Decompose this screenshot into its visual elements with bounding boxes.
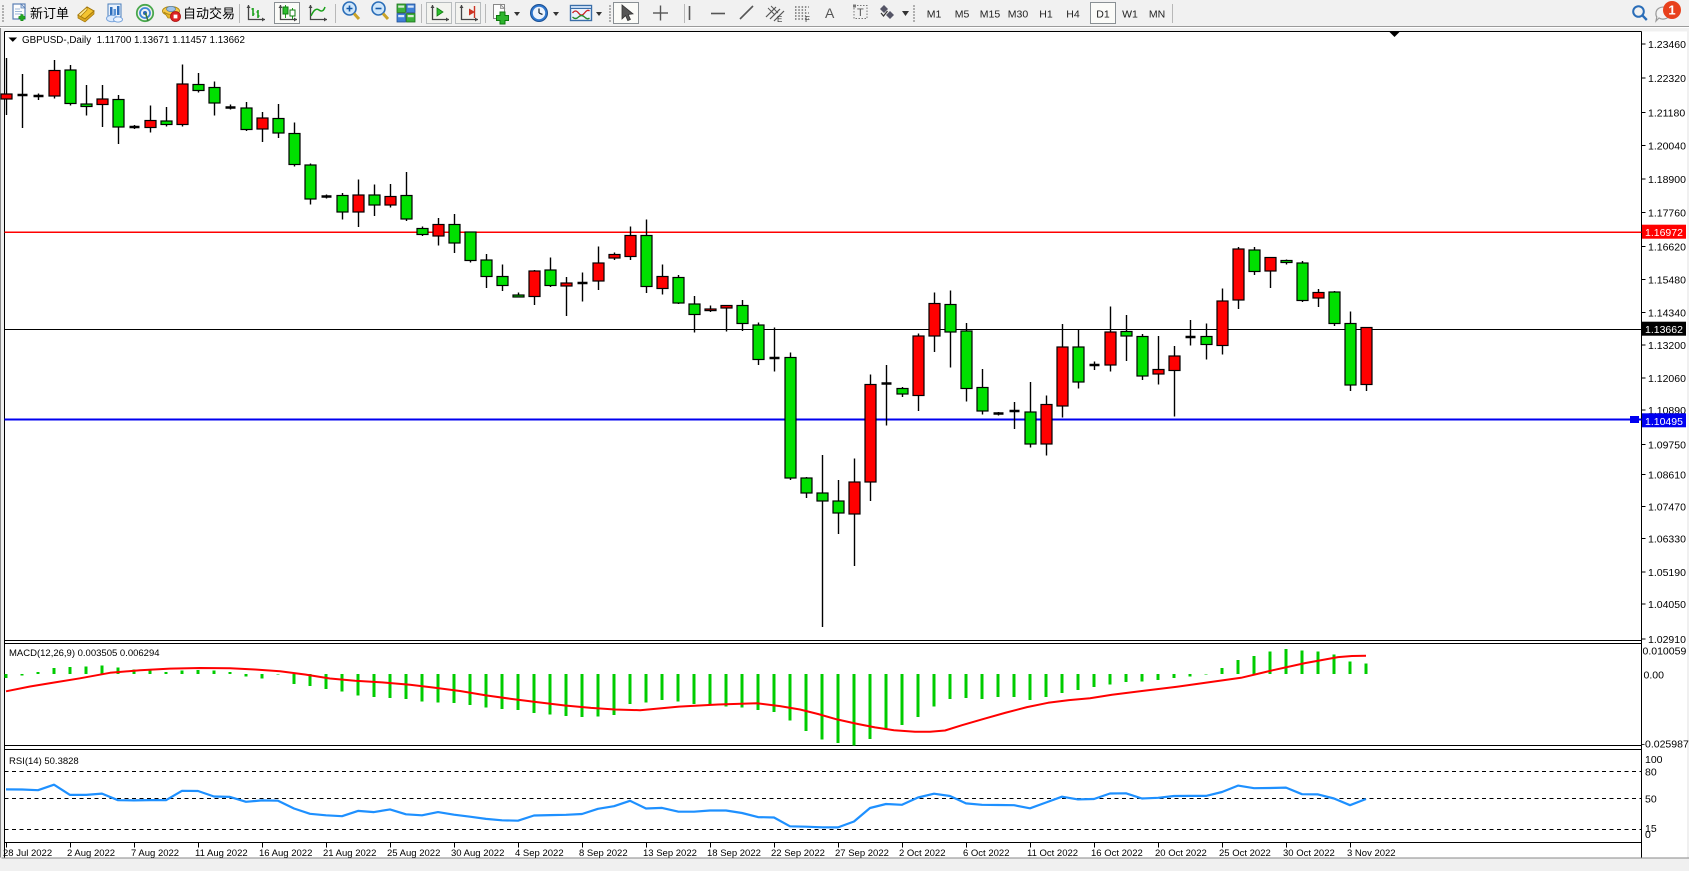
- svg-text:T: T: [857, 7, 864, 19]
- svg-text:新订单: 新订单: [30, 6, 69, 21]
- svg-text:自动交易: 自动交易: [183, 6, 235, 21]
- svg-text:22 Sep 2022: 22 Sep 2022: [771, 848, 825, 859]
- svg-text:11 Aug 2022: 11 Aug 2022: [195, 848, 248, 859]
- svg-text:30 Oct 2022: 30 Oct 2022: [1283, 848, 1335, 859]
- svg-text:3 Nov 2022: 3 Nov 2022: [1347, 848, 1396, 859]
- svg-text:1.16972: 1.16972: [1645, 227, 1683, 239]
- svg-text:1.02910: 1.02910: [1648, 634, 1686, 646]
- svg-text:1.21180: 1.21180: [1648, 107, 1685, 119]
- svg-text:11 Oct 2022: 11 Oct 2022: [1027, 848, 1078, 859]
- svg-text:1.18900: 1.18900: [1648, 174, 1686, 186]
- svg-text:25 Oct 2022: 25 Oct 2022: [1219, 848, 1271, 859]
- svg-text:H1: H1: [1039, 9, 1053, 21]
- svg-text:1.13200: 1.13200: [1648, 340, 1686, 352]
- svg-text:1.23460: 1.23460: [1648, 39, 1686, 51]
- svg-text:7 Aug 2022: 7 Aug 2022: [131, 848, 179, 859]
- svg-text:2 Aug 2022: 2 Aug 2022: [67, 848, 115, 859]
- svg-text:100: 100: [1645, 754, 1663, 766]
- svg-text:W1: W1: [1122, 9, 1138, 21]
- svg-text:16 Aug 2022: 16 Aug 2022: [259, 848, 312, 859]
- svg-text:1.04050: 1.04050: [1648, 599, 1686, 611]
- svg-text:0.010059: 0.010059: [1643, 646, 1687, 658]
- svg-text:25 Aug 2022: 25 Aug 2022: [387, 848, 440, 859]
- svg-text:M15: M15: [980, 9, 1001, 21]
- svg-text:1.20040: 1.20040: [1648, 141, 1686, 153]
- svg-text:20 Oct 2022: 20 Oct 2022: [1155, 848, 1207, 859]
- svg-text:1.12060: 1.12060: [1648, 373, 1686, 385]
- svg-text:8 Sep 2022: 8 Sep 2022: [579, 848, 628, 859]
- svg-text:1.17760: 1.17760: [1648, 208, 1686, 220]
- svg-text:27 Sep 2022: 27 Sep 2022: [835, 848, 889, 859]
- svg-text:M30: M30: [1008, 9, 1029, 21]
- svg-text:A: A: [825, 5, 835, 21]
- svg-text:4 Sep 2022: 4 Sep 2022: [515, 848, 564, 859]
- svg-text:1.07470: 1.07470: [1648, 501, 1686, 513]
- svg-text:MACD(12,26,9) 0.003505 0.00629: MACD(12,26,9) 0.003505 0.006294: [9, 648, 160, 659]
- svg-text:13 Sep 2022: 13 Sep 2022: [643, 848, 697, 859]
- svg-text:80: 80: [1645, 767, 1657, 779]
- svg-text:1: 1: [1668, 3, 1675, 18]
- svg-text:1.13662: 1.13662: [1645, 324, 1683, 336]
- svg-text:21 Aug 2022: 21 Aug 2022: [323, 848, 376, 859]
- svg-text:1.06330: 1.06330: [1648, 533, 1686, 545]
- svg-text:1.22320: 1.22320: [1648, 73, 1686, 85]
- svg-text:1.14340: 1.14340: [1648, 307, 1686, 319]
- svg-text:1.09750: 1.09750: [1648, 440, 1686, 452]
- svg-text:H4: H4: [1066, 9, 1080, 21]
- svg-text:2 Oct 2022: 2 Oct 2022: [899, 848, 945, 859]
- svg-text:0: 0: [1645, 829, 1651, 841]
- svg-text:0.00: 0.00: [1644, 670, 1665, 682]
- svg-text:1.16620: 1.16620: [1648, 241, 1686, 253]
- svg-text:1.05190: 1.05190: [1648, 567, 1686, 579]
- svg-text:M5: M5: [955, 9, 970, 21]
- svg-text:28 Jul 2022: 28 Jul 2022: [3, 848, 52, 859]
- svg-text:18 Sep 2022: 18 Sep 2022: [707, 848, 761, 859]
- svg-text:MN: MN: [1149, 9, 1165, 21]
- svg-text:M1: M1: [927, 9, 942, 21]
- svg-text:1.10495: 1.10495: [1645, 416, 1683, 428]
- svg-text:16 Oct 2022: 16 Oct 2022: [1091, 848, 1143, 859]
- svg-text:F: F: [805, 15, 810, 24]
- svg-text:1.15480: 1.15480: [1648, 274, 1686, 286]
- svg-text:50: 50: [1645, 794, 1657, 806]
- svg-text:6 Oct 2022: 6 Oct 2022: [963, 848, 1009, 859]
- svg-text:1.08610: 1.08610: [1648, 469, 1686, 481]
- svg-text:30 Aug 2022: 30 Aug 2022: [451, 848, 504, 859]
- svg-text:RSI(14) 50.3828: RSI(14) 50.3828: [9, 756, 79, 767]
- svg-text:-0.025987: -0.025987: [1642, 739, 1689, 751]
- svg-text:E: E: [777, 15, 782, 24]
- svg-text:GBPUSD-,Daily 1.11700 1.13671: GBPUSD-,Daily 1.11700 1.13671 1.11457 1.…: [22, 35, 245, 46]
- svg-text:D1: D1: [1096, 9, 1110, 21]
